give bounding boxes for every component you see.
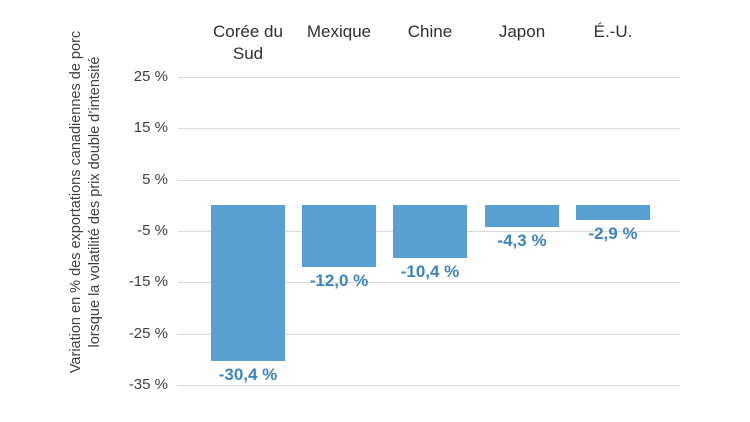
y-tick-label: 25 % bbox=[133, 68, 168, 85]
gridline bbox=[178, 282, 680, 283]
category-header: É.-U. bbox=[593, 22, 633, 41]
y-tick-label: 5 % bbox=[142, 171, 168, 188]
category-header: Japon bbox=[498, 22, 546, 41]
bar bbox=[576, 205, 650, 220]
bar-value-label: -10,4 % bbox=[400, 262, 460, 281]
gridline bbox=[178, 180, 680, 181]
y-tick-label: -15 % bbox=[128, 273, 168, 290]
bar bbox=[211, 205, 285, 361]
bar-value-label: -4,3 % bbox=[497, 231, 547, 250]
bar-value-label: -30,4 % bbox=[218, 365, 278, 384]
category-header: Mexique bbox=[306, 22, 372, 41]
category-header: Chine bbox=[407, 22, 453, 41]
y-axis-title-line-2: lorsque la volatilité des prix double d’… bbox=[87, 56, 103, 348]
y-axis-title: Variation en % des exportations canadien… bbox=[67, 2, 105, 402]
y-tick-label: -25 % bbox=[128, 325, 168, 342]
bar-value-label: -2,9 % bbox=[588, 224, 638, 243]
bar bbox=[393, 205, 467, 258]
bar-value-label: -12,0 % bbox=[309, 271, 369, 290]
y-axis-title-line-1: Variation en % des exportations canadien… bbox=[68, 30, 84, 374]
category-header: Corée du Sud bbox=[213, 22, 283, 63]
gridline bbox=[178, 77, 680, 78]
y-tick-label: -5 % bbox=[137, 222, 168, 239]
bar bbox=[485, 205, 559, 227]
y-tick-label: 15 % bbox=[133, 119, 168, 136]
bar bbox=[302, 205, 376, 267]
gridline bbox=[178, 334, 680, 335]
gridline bbox=[178, 128, 680, 129]
gridline bbox=[178, 385, 680, 386]
y-tick-label: -35 % bbox=[128, 376, 168, 393]
